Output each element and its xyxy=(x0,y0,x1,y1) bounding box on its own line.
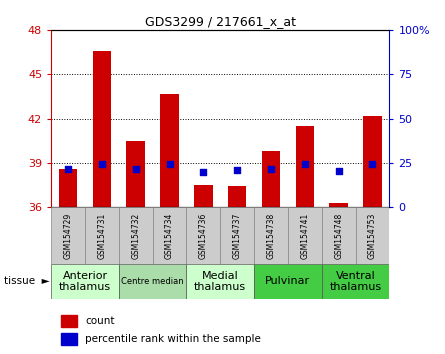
FancyBboxPatch shape xyxy=(288,207,322,264)
Text: Medial
thalamus: Medial thalamus xyxy=(194,270,247,292)
Text: Ventral
thalamus: Ventral thalamus xyxy=(329,270,382,292)
Title: GDS3299 / 217661_x_at: GDS3299 / 217661_x_at xyxy=(145,15,296,28)
Point xyxy=(267,166,275,172)
Text: Anterior
thalamus: Anterior thalamus xyxy=(59,270,111,292)
Bar xyxy=(61,315,77,327)
Bar xyxy=(93,51,111,207)
Text: Pulvinar: Pulvinar xyxy=(265,276,311,286)
FancyBboxPatch shape xyxy=(119,207,153,264)
FancyBboxPatch shape xyxy=(322,264,389,299)
Point xyxy=(234,167,241,173)
Text: percentile rank within the sample: percentile rank within the sample xyxy=(85,334,261,344)
Text: GSM154737: GSM154737 xyxy=(233,212,242,259)
Text: GSM154736: GSM154736 xyxy=(199,212,208,259)
FancyBboxPatch shape xyxy=(51,207,85,264)
Bar xyxy=(363,116,382,207)
Point xyxy=(369,161,376,167)
Bar xyxy=(160,93,179,207)
Text: GSM154731: GSM154731 xyxy=(97,212,106,258)
FancyBboxPatch shape xyxy=(220,207,254,264)
FancyBboxPatch shape xyxy=(254,207,288,264)
Bar xyxy=(194,185,213,207)
Bar xyxy=(295,126,314,207)
Text: GSM154748: GSM154748 xyxy=(334,212,343,258)
Text: GSM154729: GSM154729 xyxy=(64,212,73,258)
Bar xyxy=(228,187,247,207)
FancyBboxPatch shape xyxy=(356,207,389,264)
Point xyxy=(335,168,342,174)
Point xyxy=(98,161,105,167)
Point xyxy=(132,167,139,172)
Text: Centre median: Centre median xyxy=(121,277,184,286)
FancyBboxPatch shape xyxy=(186,264,254,299)
Text: GSM154738: GSM154738 xyxy=(267,212,275,258)
Point xyxy=(166,161,173,167)
FancyBboxPatch shape xyxy=(51,264,119,299)
Text: count: count xyxy=(85,316,115,326)
FancyBboxPatch shape xyxy=(254,264,322,299)
FancyBboxPatch shape xyxy=(186,207,220,264)
Bar xyxy=(61,333,77,345)
Point xyxy=(301,161,308,167)
Text: GSM154753: GSM154753 xyxy=(368,212,377,259)
Point xyxy=(200,169,207,175)
Text: GSM154741: GSM154741 xyxy=(300,212,309,258)
FancyBboxPatch shape xyxy=(322,207,356,264)
Bar xyxy=(262,151,280,207)
FancyBboxPatch shape xyxy=(119,264,186,299)
Text: GSM154732: GSM154732 xyxy=(131,212,140,258)
Text: tissue  ►: tissue ► xyxy=(4,276,50,286)
Text: GSM154734: GSM154734 xyxy=(165,212,174,259)
Bar xyxy=(59,169,77,207)
FancyBboxPatch shape xyxy=(85,207,119,264)
Point xyxy=(65,167,72,172)
Bar xyxy=(126,141,145,207)
FancyBboxPatch shape xyxy=(153,207,186,264)
Bar xyxy=(329,203,348,207)
